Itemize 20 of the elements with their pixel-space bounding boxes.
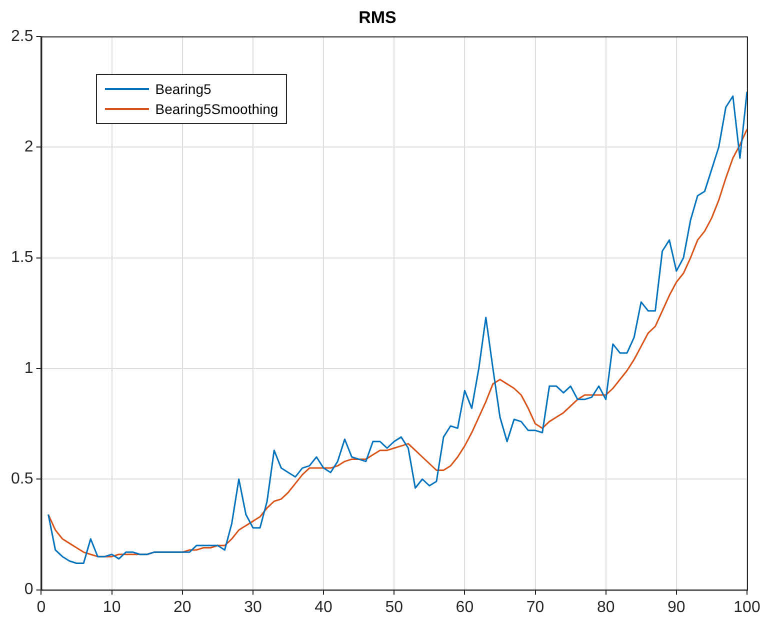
- x-tick-label: 40: [314, 598, 333, 616]
- y-tick-label: 1: [24, 360, 34, 377]
- x-tick-label: 30: [244, 598, 262, 616]
- x-tick-label: 80: [596, 598, 615, 616]
- legend-label: Bearing5: [155, 81, 212, 98]
- x-tick-label: 50: [385, 598, 404, 616]
- y-tick-label: 2.5: [10, 28, 34, 45]
- y-tick-label: 0: [24, 581, 34, 598]
- x-tick-label: 70: [526, 598, 544, 616]
- x-tick-label: 10: [102, 598, 121, 616]
- x-tick-label: 0: [36, 598, 46, 616]
- y-tick-label: 2: [24, 138, 34, 156]
- y-tick-label: 1.5: [10, 249, 34, 266]
- y-tick-label: 0.5: [10, 470, 34, 488]
- x-tick-label: 100: [734, 598, 760, 616]
- x-tick-label: 90: [668, 598, 686, 616]
- x-tick-label: 60: [456, 598, 474, 616]
- chart-title: RMS: [358, 8, 396, 27]
- legend-label: Bearing5Smoothing: [155, 101, 278, 118]
- x-tick-label: 20: [173, 598, 192, 616]
